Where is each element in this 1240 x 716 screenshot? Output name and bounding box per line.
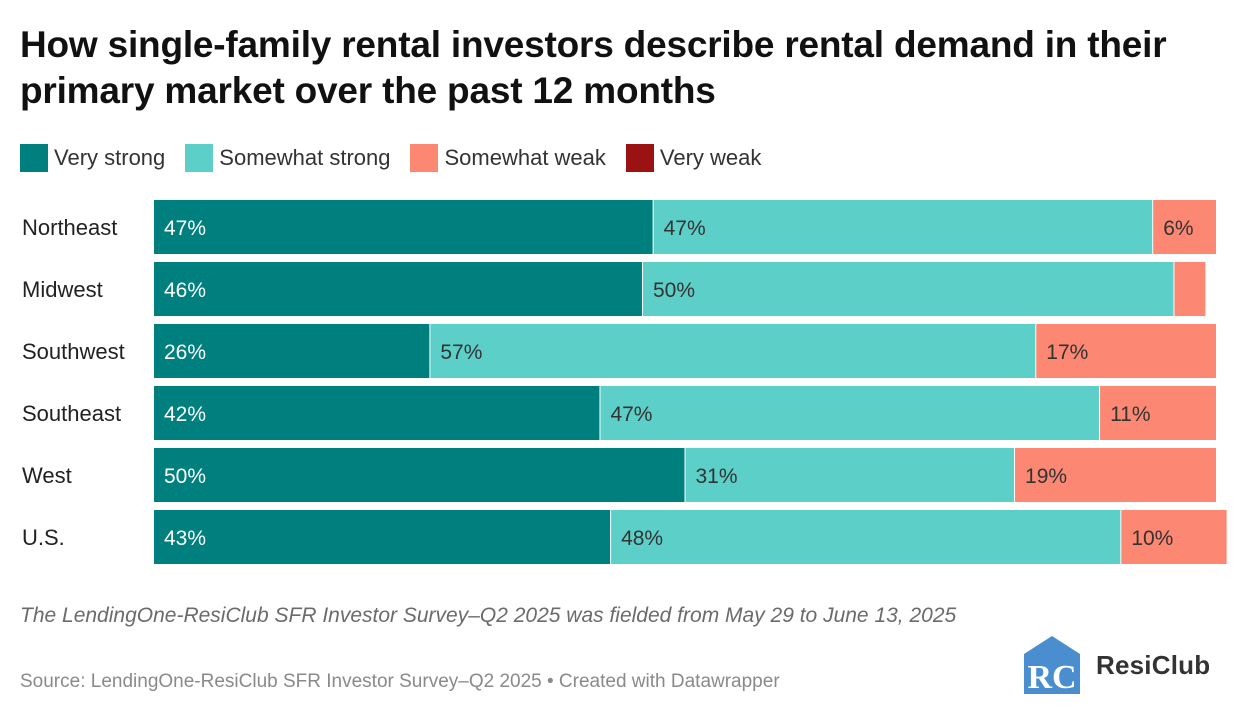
chart-legend: Very strong Somewhat strong Somewhat wea… [20,142,781,174]
resiclub-logo-text: ResiClub [1096,649,1211,680]
bar-u-s-somewhat-weak [1121,510,1227,564]
logo-mark-text: RC [1027,659,1076,694]
value-label-u-s-somewhat-weak: 10% [1131,527,1173,550]
value-label-southeast-very-strong: 42% [164,403,206,426]
legend-item-somewhat-strong: Somewhat strong [185,144,390,172]
value-label-northeast-very-strong: 47% [164,217,206,240]
value-label-southwest-somewhat-strong: 57% [440,341,482,364]
value-label-west-somewhat-strong: 31% [696,465,738,488]
bar-southeast-somewhat-weak [1100,386,1216,440]
bar-northeast-somewhat-weak [1153,200,1216,254]
legend-item-very-weak: Very weak [625,144,762,172]
source-line: Source: LendingOne-ResiClub SFR Investor… [20,671,780,692]
value-label-southwest-very-strong: 26% [164,341,206,364]
bar-northeast-very-strong [154,200,653,254]
legend-label-somewhat-weak: Somewhat weak [444,145,606,170]
resiclub-logo: RC ResiClub [1024,636,1210,694]
bar-midwest-somewhat-strong [642,262,1174,316]
bar-northeast-somewhat-strong [653,200,1153,254]
bar-southeast-somewhat-strong [600,386,1100,440]
category-label-midwest: Midwest [22,277,103,302]
bar-u-s-somewhat-strong [611,510,1121,564]
legend-swatch-somewhat-weak [410,144,439,172]
bar-west-somewhat-strong [685,448,1015,502]
legend-label-somewhat-strong: Somewhat strong [219,145,391,170]
value-label-northeast-somewhat-weak: 6% [1163,217,1193,240]
category-label-southwest: Southwest [22,339,125,364]
legend-swatch-somewhat-strong [185,144,214,172]
value-label-northeast-somewhat-strong: 47% [664,217,706,240]
value-label-west-very-strong: 50% [164,465,206,488]
bar-southeast-very-strong [154,386,600,440]
value-label-midwest-very-strong: 46% [164,279,206,302]
bar-southwest-somewhat-weak [1036,324,1216,378]
value-label-southeast-somewhat-weak: 11% [1110,403,1150,426]
bar-southwest-somewhat-strong [430,324,1036,378]
logo-roof [1024,636,1080,694]
value-label-u-s-somewhat-strong: 48% [621,527,663,550]
stacked-bar-chart: Northeast 47% 47% 6% Midwest 46% 50% Southwest 2… [22,200,1227,564]
value-label-midwest-somewhat-strong: 50% [653,279,695,302]
bar-southwest-very-strong [154,324,430,378]
legend-swatch-very-strong [20,144,48,172]
bar-west-very-strong [154,448,685,502]
category-label-west: West [22,463,72,488]
value-label-west-somewhat-weak: 19% [1025,465,1067,488]
legend-item-somewhat-weak: Somewhat weak [410,144,606,172]
legend-label-very-strong: Very strong [54,145,166,170]
bar-west-somewhat-weak [1015,448,1216,502]
value-label-southwest-somewhat-weak: 17% [1046,341,1088,364]
category-label-u-s: U.S. [22,525,65,550]
survey-note: The LendingOne-ResiClub SFR Investor Sur… [20,604,957,627]
bar-midwest-somewhat-weak [1174,262,1206,316]
resiclub-logo-mark: RC [1024,636,1080,694]
value-label-u-s-very-strong: 43% [164,527,206,550]
legend-label-very-weak: Very weak [659,145,762,170]
chart-title: How single-family rental investors descr… [20,24,1167,111]
legend-item-very-strong: Very strong [20,144,165,172]
value-label-southeast-somewhat-strong: 47% [610,403,652,426]
bar-u-s-very-strong [154,510,611,564]
legend-swatch-very-weak [625,144,654,172]
category-label-northeast: Northeast [22,215,117,240]
category-label-southeast: Southeast [22,401,121,426]
bar-midwest-very-strong [154,262,642,316]
